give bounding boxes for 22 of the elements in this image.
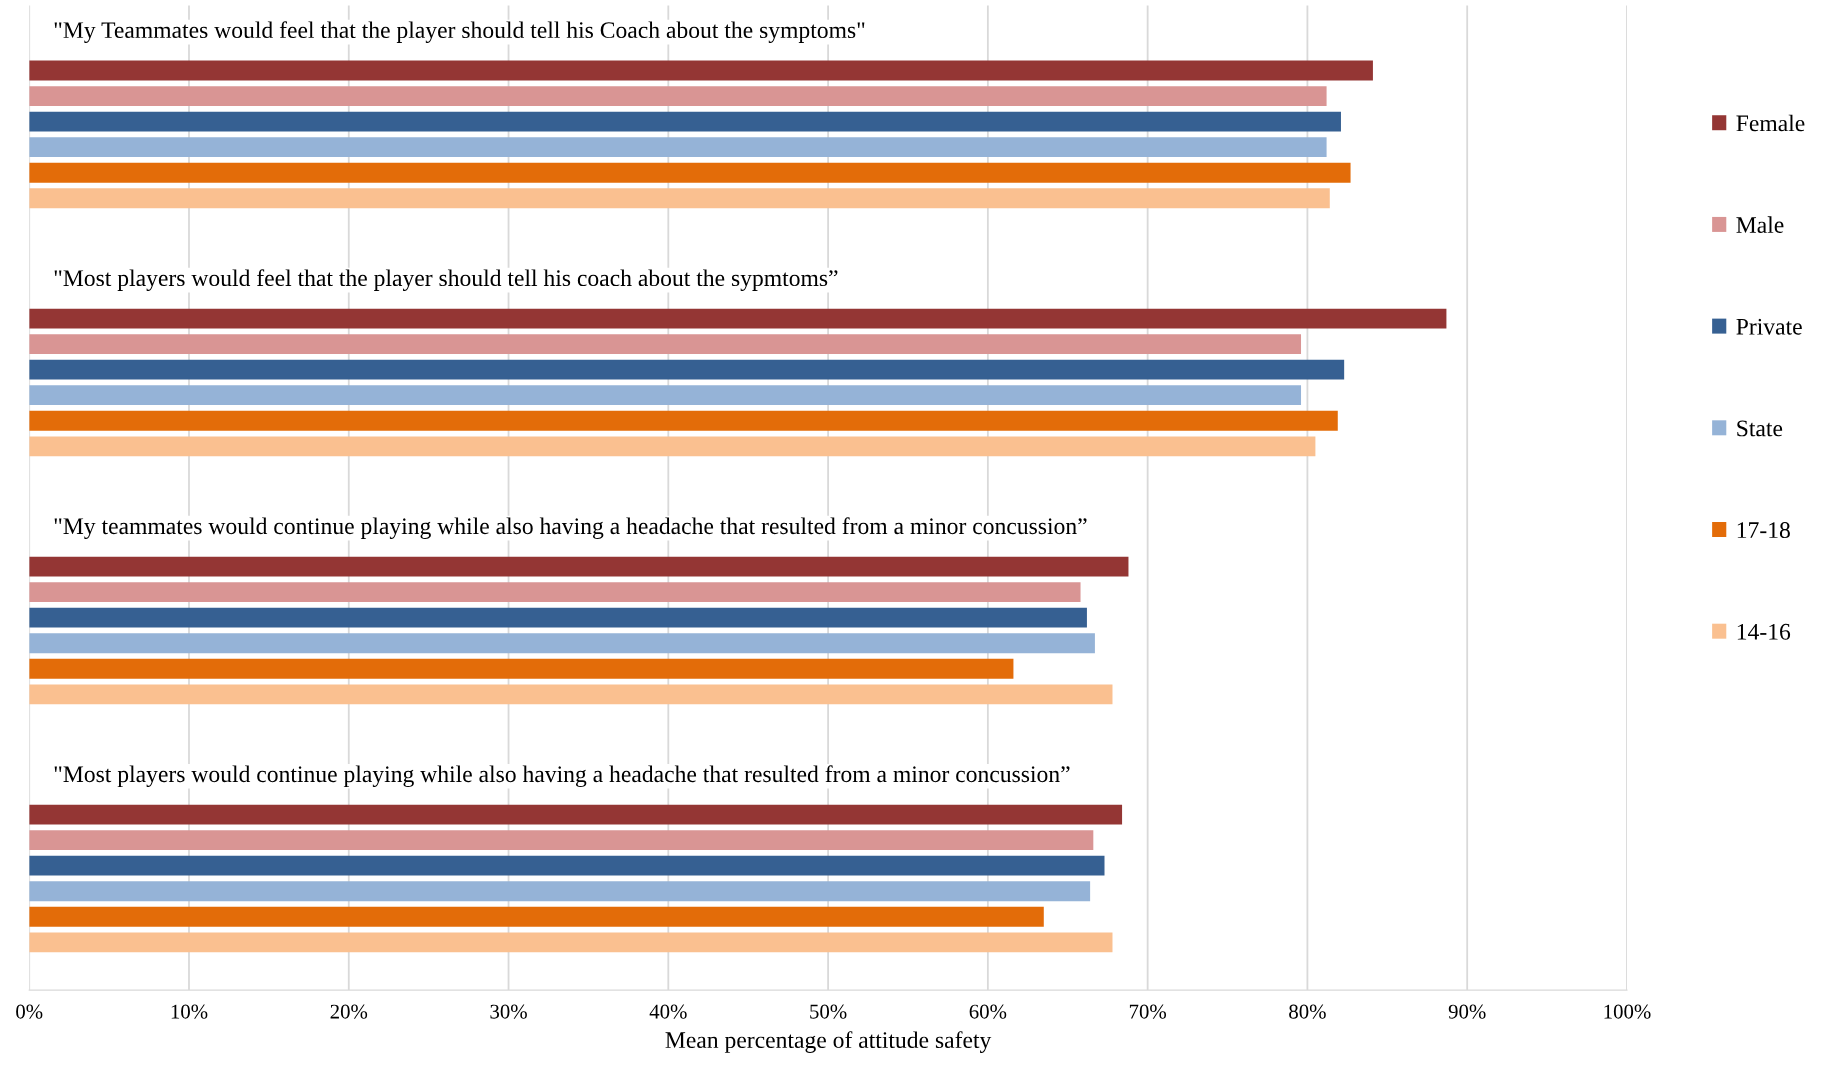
y-tick-label: "My teammates would continue playing while also having a headache that resulted from a minor concussion” [54,517,1087,539]
y-tick-label: "Most players would feel that the player should tell his coach about the sypmtoms” [54,269,838,291]
x-tick-label: 10% [171,1004,208,1019]
x-axis-title: Mean percentage of attitude safety [665,1031,992,1053]
y-tick-label: "My Teammates would feel that the player should tell his Coach about the symptoms" [54,21,865,43]
x-tick-label: 90% [1448,1004,1486,1019]
x-tick-label: 70% [1129,1004,1167,1019]
y-tick-label: "Most players would continue playing while also having a headache that resulted from a minor concussion” [54,765,1070,788]
legend-label: 17-18 [1737,522,1790,539]
x-tick-label: 80% [1289,1004,1326,1019]
x-tick-label: 60% [969,1004,1007,1019]
x-tick-label: 50% [810,1004,847,1019]
legend-label: Private [1736,318,1802,335]
x-tick-label: 30% [490,1004,527,1019]
legend-label: Male [1736,216,1784,233]
x-tick-label: 100% [1604,1004,1651,1019]
legend-label: 14-16 [1737,623,1791,640]
legend-label: State [1737,420,1783,437]
x-tick-label: 0% [16,1004,43,1019]
legend-label: Female [1736,114,1805,132]
x-tick-label: 40% [649,1004,687,1019]
x-tick-label: 20% [330,1004,368,1019]
